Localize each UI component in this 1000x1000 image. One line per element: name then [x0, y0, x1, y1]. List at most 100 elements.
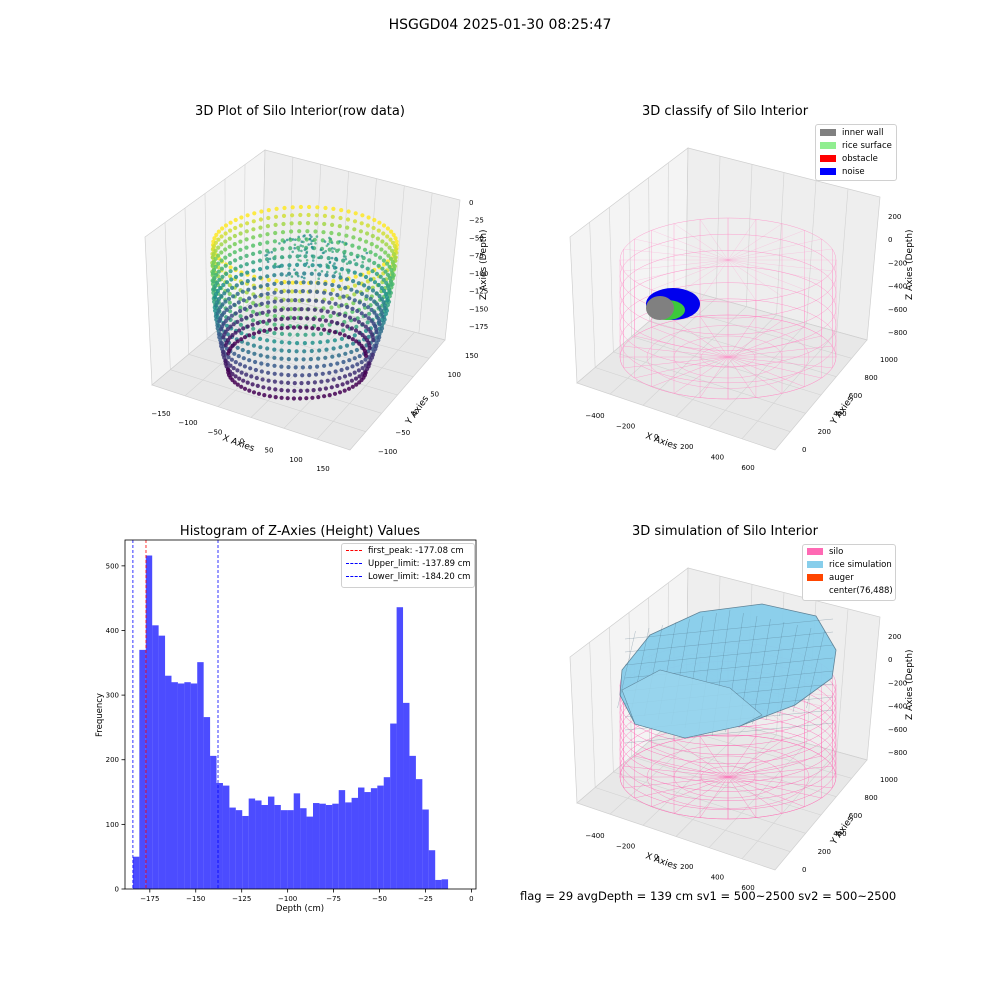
raw-point [266, 287, 270, 291]
raw-point [278, 242, 281, 245]
classify-x-tick: 600 [741, 464, 754, 472]
histogram-bar [345, 802, 351, 889]
raw-point [304, 396, 308, 400]
raw-point [243, 387, 247, 391]
raw-point [234, 311, 238, 315]
raw-point [239, 323, 243, 327]
raw-point [360, 292, 364, 296]
raw-point [347, 387, 351, 391]
raw-point [354, 262, 358, 266]
raw-point [220, 267, 224, 271]
raw-point [246, 381, 250, 385]
raw-point [377, 264, 381, 268]
histogram-bar [397, 607, 403, 889]
raw-point [354, 328, 358, 332]
raw-point [299, 205, 303, 209]
raw-point [303, 234, 306, 237]
raw-point [341, 295, 345, 299]
legend-label: rice simulation [829, 560, 892, 570]
histogram-bar [339, 790, 345, 889]
legend-label: obstacle [842, 154, 878, 164]
raw-point [272, 339, 276, 343]
raw-point [235, 320, 239, 324]
raw-point [323, 214, 327, 218]
raw-point [286, 326, 290, 330]
raw-point [252, 286, 256, 290]
raw-point [361, 366, 365, 370]
raw-point [375, 245, 379, 249]
raw-point [261, 320, 265, 324]
raw-point [252, 211, 256, 215]
raw-point [230, 286, 234, 290]
raw-point [258, 250, 262, 254]
histogram-bar [236, 810, 242, 889]
raw-point [334, 302, 338, 306]
raw-point [258, 226, 262, 230]
raw-point [278, 266, 281, 269]
raw-point [297, 229, 301, 233]
raw-point [287, 349, 291, 353]
raw-point [291, 251, 294, 254]
raw-point [345, 344, 349, 348]
raw-point [265, 355, 269, 359]
raw-point [267, 319, 271, 323]
raw-point [266, 296, 270, 300]
raw-point [258, 259, 262, 263]
raw-point [344, 250, 347, 253]
raw-point [264, 254, 267, 257]
raw-point [293, 373, 297, 377]
histogram-bar [313, 803, 319, 889]
raw-point [361, 255, 364, 258]
raw-point [215, 323, 219, 327]
raw-point [305, 247, 308, 250]
raw-point [311, 332, 315, 336]
raw-point [360, 264, 364, 268]
raw-point [330, 320, 334, 324]
raw-point [217, 270, 221, 274]
raw-point [300, 373, 304, 377]
raw-point [292, 325, 296, 329]
raw-point [245, 229, 249, 233]
raw-point [301, 276, 304, 279]
raw-point [224, 272, 228, 276]
raw-point [280, 348, 284, 352]
raw-z-tick: −25 [469, 217, 484, 225]
raw-point [345, 366, 349, 370]
raw-point [324, 273, 328, 277]
raw-3d-plot: −150−100−50050100150−100−500501001500−25… [0, 0, 500, 500]
raw-point [280, 272, 284, 276]
raw-point [343, 314, 347, 318]
raw-point [286, 373, 290, 377]
raw-point [359, 273, 363, 277]
raw-point [242, 356, 246, 360]
raw-point [347, 272, 350, 275]
raw-point [335, 361, 339, 365]
raw-point [286, 381, 290, 385]
raw-point [223, 299, 227, 303]
raw-point [279, 317, 283, 321]
raw-point [306, 221, 310, 225]
raw-point [329, 261, 332, 264]
raw-point [251, 327, 255, 331]
raw-point [331, 247, 334, 250]
raw-point [286, 289, 290, 293]
raw-point [379, 275, 383, 279]
raw-z-tick: −150 [469, 305, 488, 313]
raw-point [285, 274, 288, 277]
histogram-bar [384, 777, 390, 889]
raw-point [252, 352, 256, 356]
legend-swatch [807, 548, 823, 555]
raw-point [326, 379, 330, 383]
raw-point [345, 226, 349, 230]
raw-point [273, 239, 277, 243]
raw-point [246, 213, 250, 217]
raw-point [225, 280, 229, 284]
histogram-bar [191, 683, 197, 889]
raw-point [279, 365, 283, 369]
raw-point [299, 254, 302, 257]
raw-point [273, 372, 277, 376]
raw-point [286, 365, 290, 369]
raw-point [300, 250, 303, 253]
raw-point [244, 246, 248, 250]
raw-point [230, 314, 234, 318]
